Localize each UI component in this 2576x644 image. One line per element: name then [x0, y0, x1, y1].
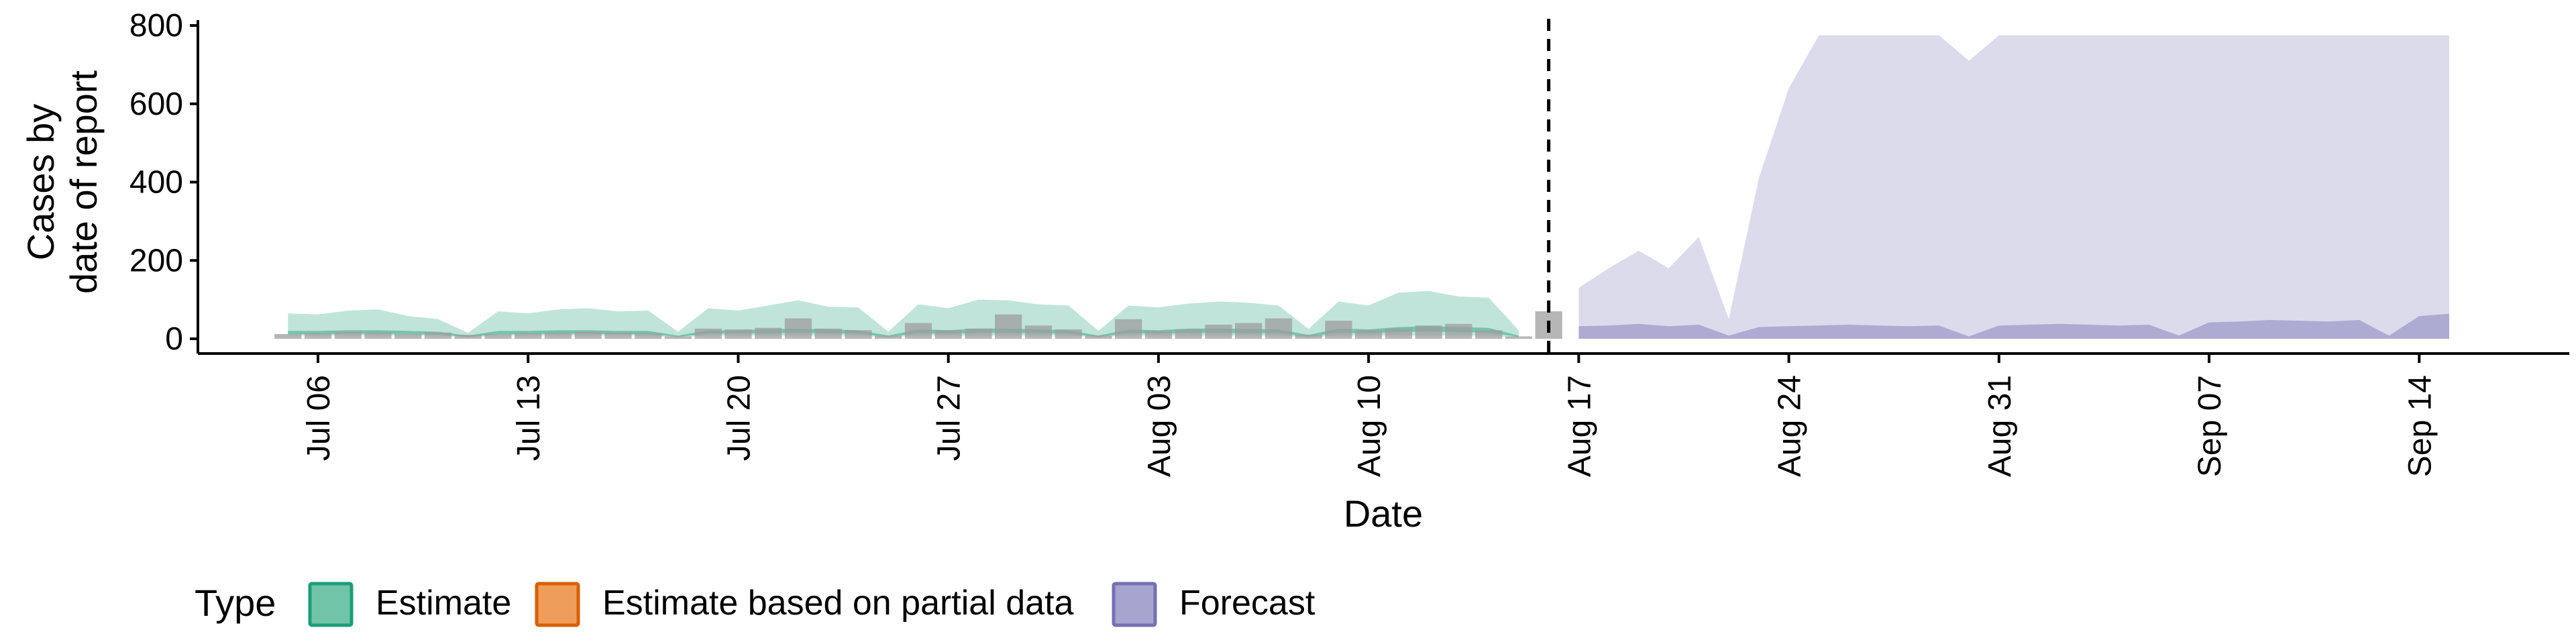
- reported-bar: [995, 314, 1022, 339]
- reported-bar: [1085, 335, 1112, 339]
- reported-bar: [694, 328, 722, 339]
- reported-bar: [394, 334, 422, 339]
- reported-bar: [1205, 325, 1232, 339]
- x-tick-label: Aug 31: [1982, 375, 2018, 477]
- y-axis-title-line-2: date of report: [62, 70, 105, 294]
- x-tick-label: Aug 03: [1142, 375, 1177, 477]
- legend-swatch-estimate: [308, 582, 354, 627]
- legend-swatch-forecast: [1112, 582, 1157, 627]
- forecast-outer-band: [1578, 35, 2449, 339]
- legend: Type Estimate Estimate based on partial …: [195, 582, 1316, 627]
- reported-bar: [934, 330, 962, 339]
- y-tick-label: 800: [129, 8, 183, 44]
- x-tick-label: Jul 06: [301, 375, 337, 461]
- x-tick-label: Jul 13: [511, 375, 547, 461]
- reported-bar: [544, 332, 572, 339]
- x-ticks: Jul 06 Jul 13 Jul 20 Jul 27 Aug 03 Aug 10 Aug …: [301, 354, 2438, 477]
- x-tick-label: Aug 17: [1562, 375, 1597, 477]
- reported-bar: [484, 334, 512, 339]
- reported-bar: [424, 332, 452, 339]
- y-axis-title-line-1: Cases by: [19, 104, 62, 260]
- y-tick-label: 0: [165, 321, 183, 357]
- reported-bar: [1385, 328, 1412, 339]
- reported-bar: [755, 327, 782, 339]
- reported-bar: [574, 331, 602, 339]
- legend-title: Type: [195, 582, 276, 624]
- reported-bar: [334, 331, 362, 339]
- reported-bar: [875, 335, 902, 339]
- reported-bars: [274, 311, 1562, 339]
- reported-bar: [364, 332, 392, 339]
- y-tick-label: 600: [129, 87, 183, 122]
- reported-bar: [1355, 330, 1383, 339]
- x-tick-label: Aug 24: [1772, 375, 1808, 477]
- reported-bar: [664, 336, 692, 339]
- reported-bar: [454, 335, 482, 339]
- legend-label-estimate: Estimate: [376, 584, 511, 623]
- axes: [197, 20, 2569, 355]
- reported-bar: [1295, 335, 1322, 339]
- reported-bar: [1265, 318, 1293, 339]
- reported-bar: [1024, 325, 1053, 339]
- legend-label-partial: Estimate based on partial data: [602, 584, 1074, 623]
- y-tick-label: 200: [129, 243, 183, 278]
- reported-bar: [515, 333, 542, 339]
- reported-bar: [1144, 331, 1173, 339]
- reported-bar: [1415, 325, 1442, 339]
- reported-bar: [1505, 336, 1532, 339]
- reported-bar: [1175, 329, 1202, 339]
- reported-bar: [784, 318, 812, 339]
- x-tick-label: Jul 20: [721, 375, 757, 461]
- reported-bar: [1055, 329, 1082, 339]
- x-tick-label: Sep 07: [2192, 375, 2228, 477]
- reported-bar: [965, 328, 992, 339]
- reported-bar: [274, 334, 302, 339]
- forecast-inner-band: [1578, 313, 2449, 339]
- legend-swatch-partial: [535, 582, 580, 627]
- y-axis-title: Cases by: [19, 104, 62, 260]
- chart-areas: [288, 35, 2449, 339]
- y-ticks: 0 200 400 600 800: [129, 8, 198, 357]
- x-axis-title: Date: [1344, 492, 1423, 535]
- reported-bar: [1475, 330, 1503, 339]
- reported-bar: [1325, 321, 1352, 339]
- reported-bar: [635, 333, 662, 339]
- reported-bar: [304, 333, 332, 339]
- reported-bar: [814, 328, 842, 339]
- x-tick-label: Aug 10: [1352, 375, 1387, 477]
- reported-bar: [1115, 319, 1142, 339]
- y-tick-label: 400: [129, 165, 183, 201]
- reported-bar: [904, 323, 932, 339]
- reported-bar: [604, 332, 632, 339]
- x-tick-label: Jul 27: [932, 375, 967, 461]
- y-axis-title-2: date of report: [62, 70, 105, 294]
- reported-bar: [845, 330, 872, 339]
- x-tick-label: Sep 14: [2402, 375, 2438, 477]
- reported-bar: [1235, 323, 1263, 339]
- reported-bar: [724, 329, 752, 339]
- legend-label-forecast: Forecast: [1179, 584, 1316, 623]
- reported-bar: [1445, 323, 1472, 339]
